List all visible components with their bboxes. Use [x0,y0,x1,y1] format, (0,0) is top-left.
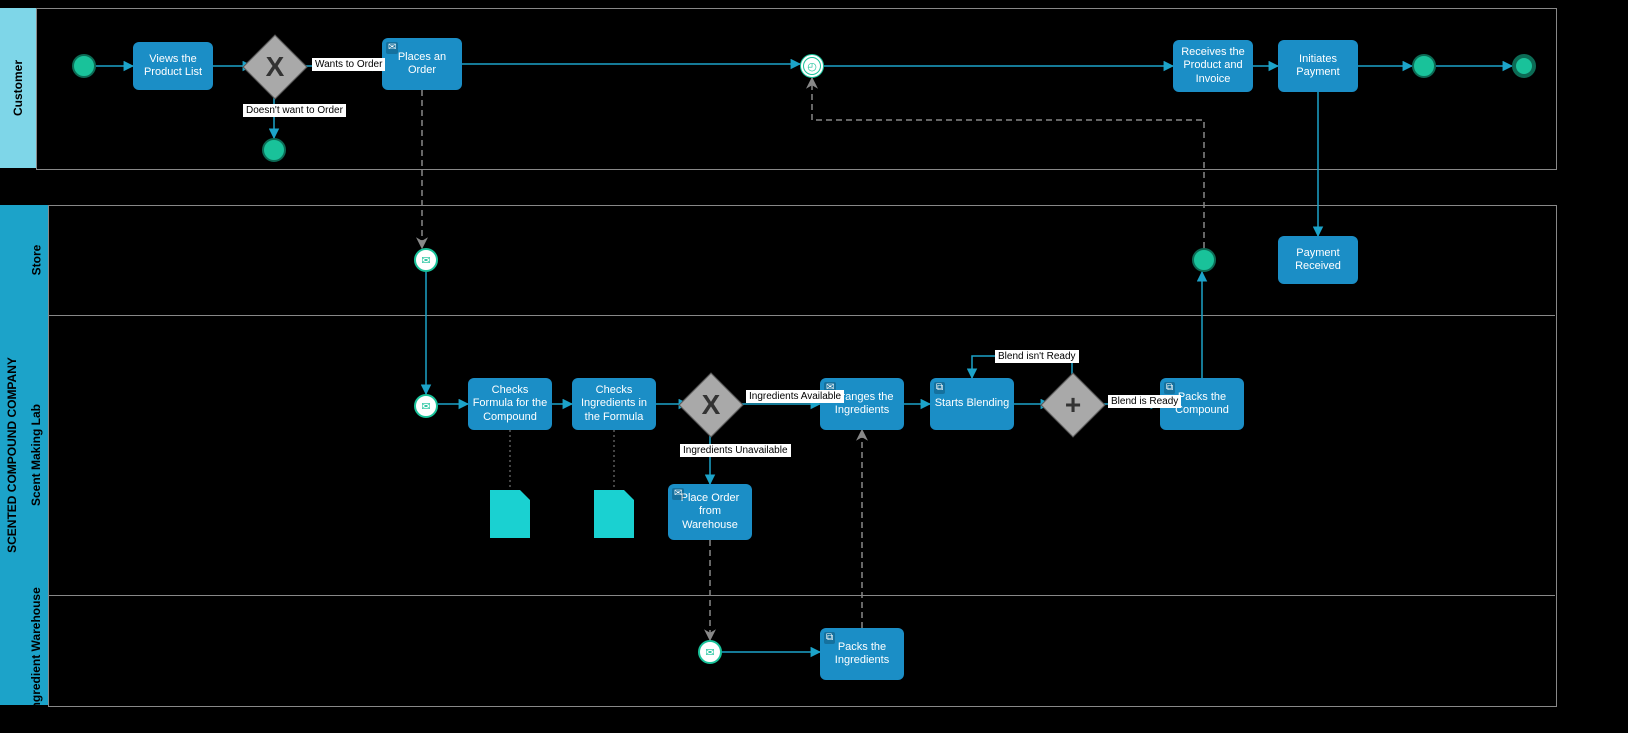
pool-header-company: SCENTED COMPOUND COMPANY [0,205,24,705]
flow-label-no_want: Doesn't want to Order [243,104,346,117]
task-blending[interactable]: Starts Blending⧉ [930,378,1014,430]
bpmn-canvas: Customer SCENTED COMPOUND COMPANY Store … [0,0,1628,733]
pool-header-customer: Customer [0,8,36,168]
task-places_order[interactable]: Places an Order✉ [382,38,462,90]
end-event-store_end[interactable] [1192,248,1216,272]
timer-event-timer_wait[interactable]: ◴ [800,54,824,78]
flow-label-ingr_avail: Ingredients Available [746,390,844,403]
lane-header-store: Store [24,205,48,315]
end-thick-event-end_cust[interactable] [1512,54,1536,78]
task-arranges[interactable]: Arranges the Ingredients✉ [820,378,904,430]
task-init_pay[interactable]: Initiates Payment [1278,40,1358,92]
message-event-store_msg[interactable]: ✉ [414,248,438,272]
message-event-lab_msg[interactable]: ✉ [414,394,438,418]
message-event-wh_msg[interactable]: ✉ [698,640,722,664]
end-event-end_pay_link[interactable] [1412,54,1436,78]
task-checks_ingr[interactable]: Checks Ingredients in the Formula [572,378,656,430]
flow-label-wants: Wants to Order [312,58,385,71]
task-place_wh[interactable]: Place Order from Warehouse✉ [668,484,752,540]
pool-label: Customer [11,60,25,116]
data-object-doc1[interactable] [490,490,530,538]
pool-label: SCENTED COMPOUND COMPANY [5,357,19,553]
lane-label: Store [29,245,43,276]
lane-label: Ingredient Warehouse [29,587,43,713]
flow-label-blend_not: Blend isn't Ready [995,350,1079,363]
lane-label: Scent Making Lab [29,404,43,506]
lane-header-warehouse: Ingredient Warehouse [24,595,48,705]
data-object-doc2[interactable] [594,490,634,538]
end-event-end_nobuy[interactable] [262,138,286,162]
flow-label-ingr_unavail: Ingredients Unavailable [680,444,791,457]
lane-header-lab: Scent Making Lab [24,315,48,595]
task-recv_prod[interactable]: Receives the Product and Invoice [1173,40,1253,92]
task-views_list[interactable]: Views the Product List [133,42,213,90]
task-pay_recv[interactable]: Payment Received [1278,236,1358,284]
task-packs_ingr[interactable]: Packs the Ingredients⧉ [820,628,904,680]
start-event-start_cust[interactable] [72,54,96,78]
flow-label-blend_ready: Blend is Ready [1108,395,1181,408]
lane-divider [48,595,1555,596]
task-checks_formula[interactable]: Checks Formula for the Compound [468,378,552,430]
lane-divider [48,315,1555,316]
